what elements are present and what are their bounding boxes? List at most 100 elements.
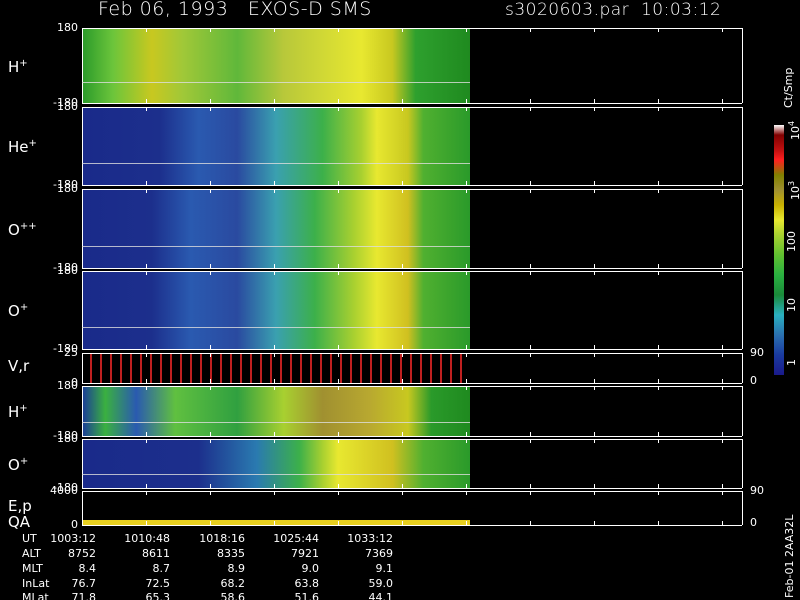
right-tick-label: 90 <box>750 346 764 359</box>
tick-mark <box>530 386 531 390</box>
footer-value: 51.6 <box>294 591 320 600</box>
tick-mark <box>338 28 339 32</box>
colorbar-label-base: 10 <box>789 126 800 140</box>
colorbar-label-base: 1 <box>785 359 798 366</box>
y-tick-label: -180 <box>53 96 78 109</box>
panel-left-border <box>82 107 83 185</box>
tick-mark <box>658 521 659 525</box>
tick-mark <box>146 181 147 185</box>
tick-mark <box>338 386 339 390</box>
tick-mark <box>402 28 403 32</box>
tick-mark <box>658 432 659 436</box>
panel-right-border <box>742 491 743 525</box>
tick-mark <box>722 271 723 275</box>
footer-value: 9.1 <box>375 562 394 575</box>
tick-mark <box>594 386 595 390</box>
tick-mark <box>594 353 595 357</box>
tick-mark <box>402 432 403 436</box>
tick-mark <box>402 353 403 357</box>
right-tick-label: 90 <box>750 484 764 497</box>
footer-value: 68.2 <box>220 577 246 590</box>
tick-mark <box>338 264 339 268</box>
y-tick-label: 0 <box>71 376 78 389</box>
y-tick-label: -180 <box>53 342 78 355</box>
tick-mark <box>658 491 659 495</box>
tick-mark <box>466 379 467 383</box>
colorbar-label-exp: 4 <box>787 120 796 126</box>
colorbar <box>774 125 784 375</box>
footer-label: InLat <box>22 577 50 590</box>
footer-value: 72.5 <box>145 577 171 590</box>
panel-bottom-border <box>82 525 742 526</box>
tick-mark <box>722 379 723 383</box>
tick-mark <box>530 345 531 349</box>
tick-mark <box>210 353 211 357</box>
colorbar-label: 10 <box>785 298 798 312</box>
spectrogram <box>82 387 470 436</box>
tick-mark <box>658 271 659 275</box>
colorbar-label: 100 <box>785 231 798 252</box>
tick-mark <box>274 439 275 443</box>
panel-label-text: H <box>8 58 20 76</box>
tick-mark <box>210 271 211 275</box>
colorbar-label-base: 10 <box>789 186 800 200</box>
tick-mark <box>274 386 275 390</box>
panel-top-border <box>82 271 742 272</box>
footer-value: 76.7 <box>71 577 97 590</box>
tick-mark <box>466 264 467 268</box>
trace-line <box>82 327 470 328</box>
tick-mark <box>402 379 403 383</box>
tick-mark <box>722 491 723 495</box>
panel-label-sup: + <box>19 58 28 69</box>
tick-mark <box>594 264 595 268</box>
panel-right-border <box>742 189 743 268</box>
tick-mark <box>210 345 211 349</box>
tick-mark <box>658 439 659 443</box>
tick-mark <box>402 99 403 103</box>
footer-value: 58.6 <box>220 591 246 600</box>
y-tick-label: -180 <box>53 261 78 274</box>
panel-label-text: O <box>8 221 20 239</box>
y-tick-label: 25 <box>64 346 78 359</box>
tick-mark <box>722 181 723 185</box>
tick-mark <box>658 28 659 32</box>
tick-mark <box>210 379 211 383</box>
tick-mark <box>210 491 211 495</box>
trace-line <box>82 82 470 83</box>
tick-mark <box>210 432 211 436</box>
tick-mark <box>146 432 147 436</box>
tick-mark <box>338 181 339 185</box>
tick-mark <box>466 271 467 275</box>
tick-mark <box>274 99 275 103</box>
tick-mark <box>146 99 147 103</box>
panel-bottom-border <box>82 185 742 186</box>
panel-bottom-border <box>82 436 742 437</box>
footer-value: 1033:12 <box>347 532 393 545</box>
y-tick-label: 180 <box>57 264 78 277</box>
tick-mark <box>530 521 531 525</box>
tick-mark <box>722 189 723 193</box>
panel-bottom-border <box>82 103 742 104</box>
tick-mark <box>594 439 595 443</box>
panel-bottom-border <box>82 488 742 489</box>
tick-mark <box>210 264 211 268</box>
tick-mark <box>338 353 339 357</box>
tick-mark <box>594 107 595 111</box>
panel-right-border <box>742 271 743 349</box>
tick-mark <box>402 439 403 443</box>
panel-label-text: H <box>8 403 20 421</box>
trace-line <box>82 422 470 423</box>
tick-mark <box>530 189 531 193</box>
spectrogram <box>82 190 470 268</box>
spectrogram <box>82 354 470 383</box>
panel-left-border <box>82 28 83 103</box>
tick-mark <box>274 107 275 111</box>
tick-mark <box>274 271 275 275</box>
panel-right-border <box>742 386 743 436</box>
tick-mark <box>594 189 595 193</box>
tick-mark <box>594 28 595 32</box>
tick-mark <box>594 181 595 185</box>
tick-mark <box>530 491 531 495</box>
tick-mark <box>338 432 339 436</box>
y-tick-label: 180 <box>57 100 78 113</box>
